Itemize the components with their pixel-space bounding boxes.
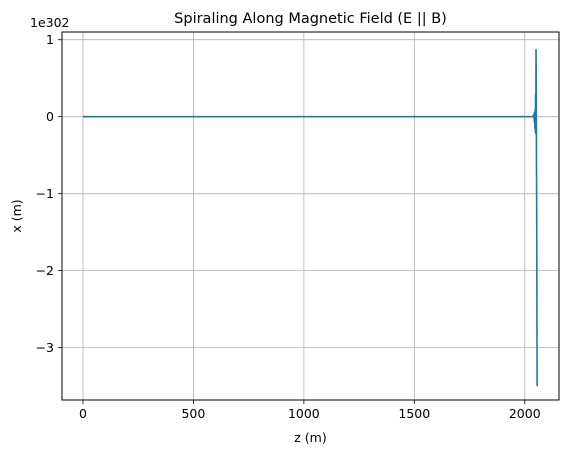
y-tick-label: −1 [36,186,54,201]
y-axis-ticks: 1 0 −1 −2 −3 [36,32,62,355]
y-axis-label: x (m) [9,199,24,232]
x-tick-label: 2000 [509,406,541,421]
x-tick-label: 500 [181,406,205,421]
chart-title: Spiraling Along Magnetic Field (E || B) [174,11,447,27]
x-tick-label: 1000 [288,406,320,421]
series-line [82,48,538,387]
y-tick-label: −2 [36,263,54,278]
x-axis-ticks: 0 500 1000 1500 2000 [79,400,541,421]
plot-frame [61,31,560,401]
x-axis-label: z (m) [294,430,326,445]
x-tick-label: 0 [79,406,87,421]
y-tick-label: −3 [36,340,54,355]
y-tick-label: 0 [46,109,54,124]
x-tick-label: 1500 [398,406,430,421]
y-axis-offset-label: 1e302 [30,15,70,30]
y-tick-label: 1 [46,32,54,47]
plot-series [82,48,538,387]
